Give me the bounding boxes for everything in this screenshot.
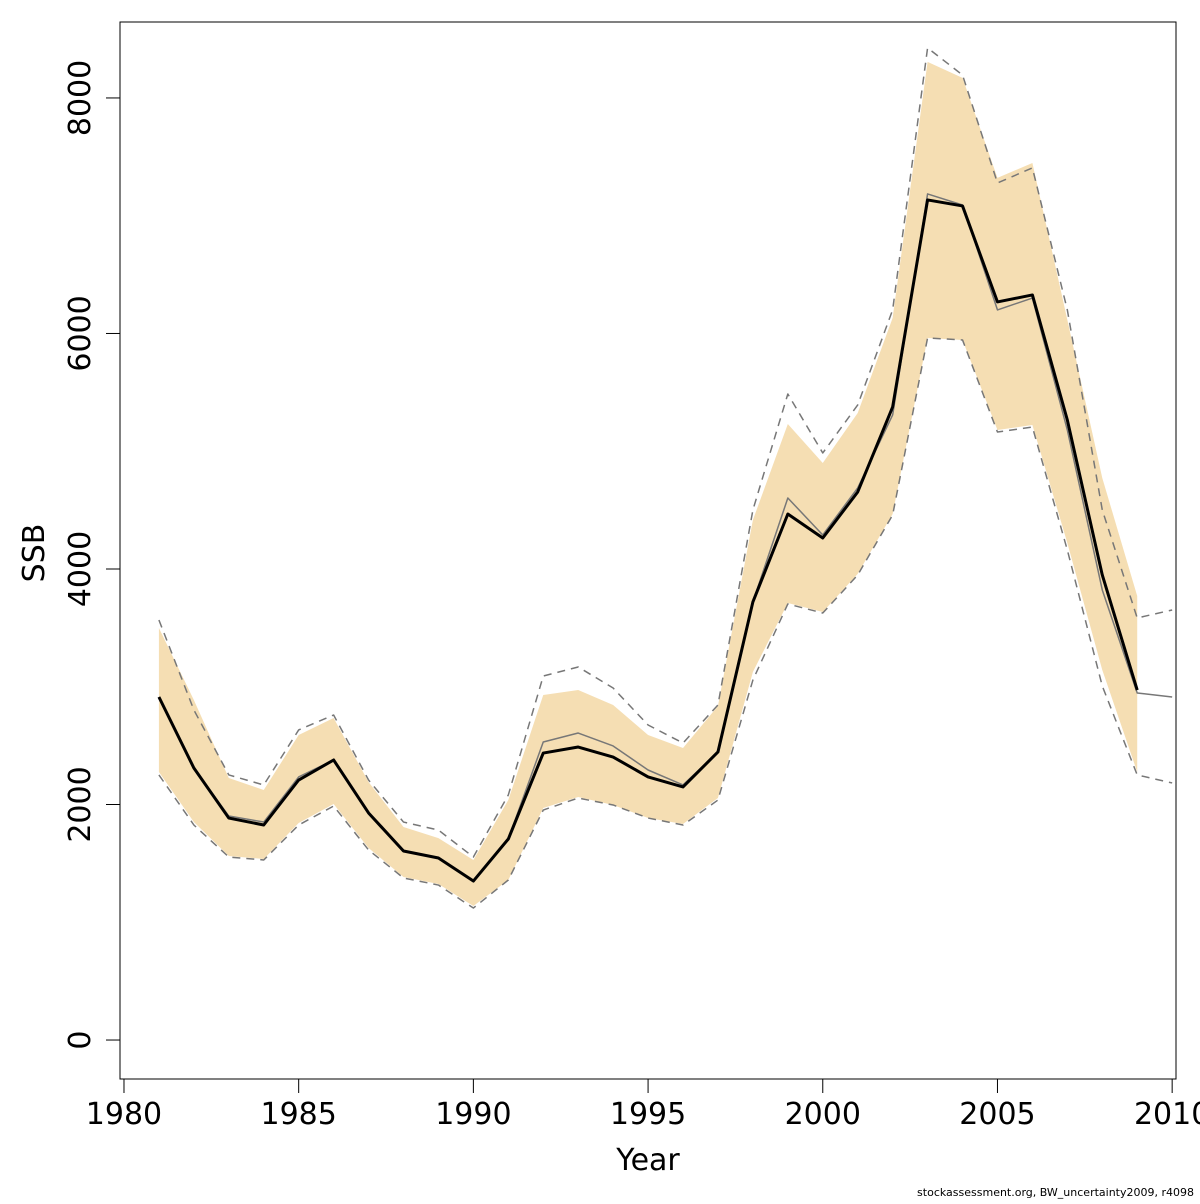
- y-axis-title: SSB: [17, 524, 52, 583]
- dashed-line: [158, 47, 1173, 858]
- x-tick-label: 2010: [1134, 1097, 1200, 1132]
- x-tick-label: 2000: [785, 1097, 861, 1132]
- x-axis-title: Year: [615, 1143, 680, 1178]
- y-tick-label: 6000: [63, 295, 98, 371]
- x-tick-label: 1985: [260, 1097, 336, 1132]
- y-tick-label: 8000: [63, 60, 98, 136]
- series-line: [157, 198, 1139, 883]
- y-tick-label: 4000: [63, 531, 98, 607]
- x-tick-label: 2005: [959, 1097, 1035, 1132]
- confidence-band: [158, 61, 1138, 907]
- y-tick-label: 2000: [63, 766, 98, 842]
- footnote: stockassessment.org, BW_uncertainty2009,…: [917, 1186, 1194, 1199]
- x-tick-label: 1995: [610, 1097, 686, 1132]
- dashed-line: [158, 337, 1173, 909]
- x-tick-label: 1990: [435, 1097, 511, 1132]
- x-tick-label: 1980: [86, 1097, 162, 1132]
- y-tick-label: 0: [63, 1030, 98, 1049]
